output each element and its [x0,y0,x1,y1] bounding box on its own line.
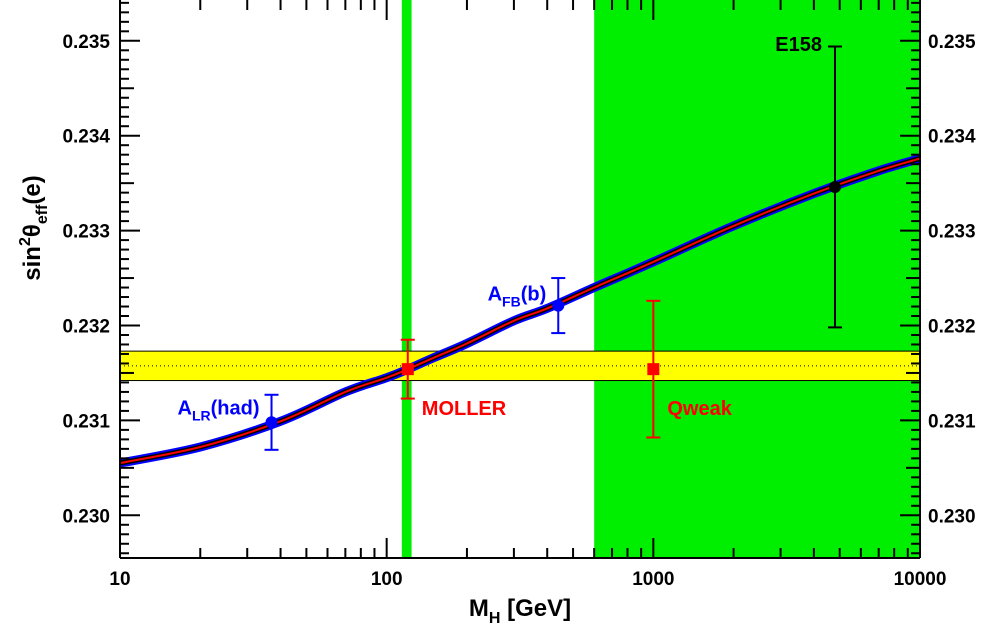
y-tick-label-left: 0.234 [62,127,110,148]
data-point-1 [551,277,566,335]
axes [119,0,921,559]
data-point-2 [400,338,415,400]
point-annotations: ALR(had) AFB(b) MOLLER Qweak E158 [178,34,822,423]
y-tick-label-left: 0.233 [62,222,110,243]
y-tick-label-left: 0.230 [62,506,110,527]
y-tick-label-right: 0.231 [928,411,976,432]
curve-stroke-2 [119,157,921,465]
x-tick-label: 100 [371,569,403,590]
y-tick-label-left: 0.235 [62,32,110,53]
y-tick-label-left: 0.231 [62,411,110,432]
data-point-3 [646,299,661,439]
y-tick-label-right: 0.233 [928,222,976,243]
marker-4 [828,180,841,193]
y-tick-label-right: 0.230 [928,506,976,527]
x-band-0 [401,0,412,558]
point-label-3: Qweak [667,398,732,420]
x-tick-label: 10 [109,569,130,590]
y-tick-label-right: 0.235 [928,32,976,53]
point-label-1: AFB(b) [488,284,547,310]
x-tick-label: 10000 [894,569,947,590]
marker-1 [552,299,565,312]
tick-labels: 10 100 1000 10000 0.230 0.230 0.231 0.231 0.232 0… [62,32,976,590]
y-tick-label-left: 0.232 [62,317,110,338]
marker-0 [265,416,278,429]
data-points [264,45,842,451]
y-tick-label-right: 0.234 [928,127,976,148]
data-point-4 [827,45,842,329]
y-tick-label-right: 0.232 [928,317,976,338]
sm-prediction-curve [119,154,922,468]
x-tick-label: 1000 [632,569,674,590]
y-axis-title: sin2θeff(e) [17,175,51,280]
point-label-2: MOLLER [422,398,507,420]
marker-3 [647,363,660,376]
shaded-regions [119,0,921,558]
marker-2 [401,363,414,376]
point-label-4: E158 [775,34,822,56]
x-band-1 [594,0,920,558]
x-axis-title: MH [GeV] [469,595,571,627]
data-point-0 [264,393,279,451]
point-label-0: ALR(had) [178,397,260,423]
